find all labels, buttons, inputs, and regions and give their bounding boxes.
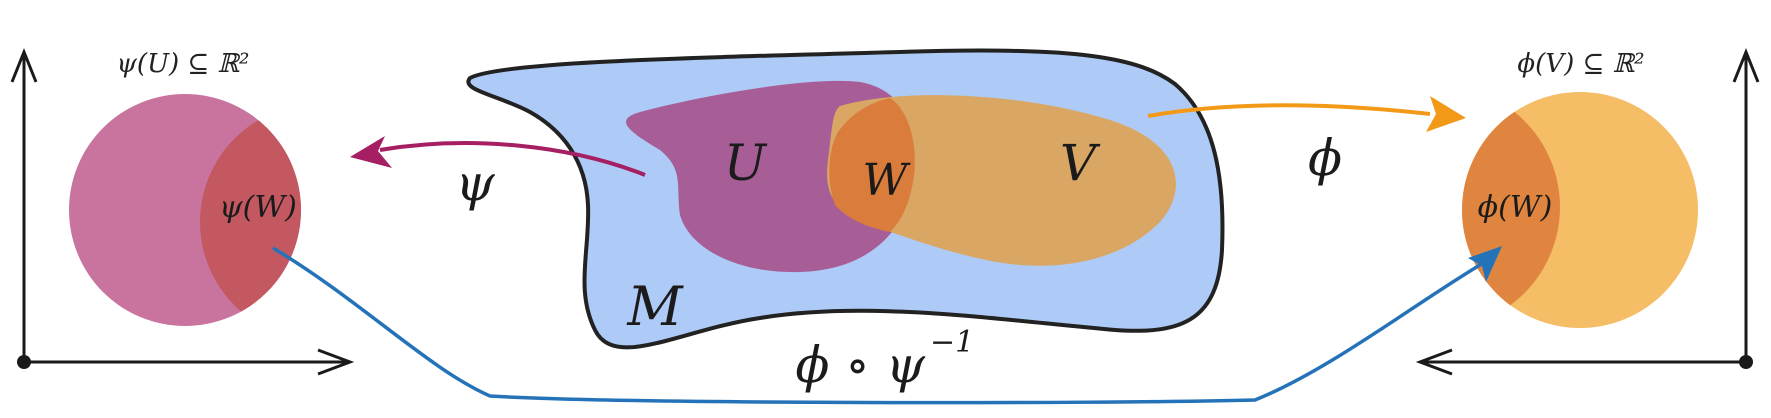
set-u-label: U: [724, 134, 768, 192]
arrow-psi-head: [350, 136, 392, 168]
left-chart-region-label: ψ(W): [219, 190, 297, 225]
chart-right: [1462, 92, 1698, 328]
psi-label: ψ: [455, 154, 495, 212]
chart-right-overlap-region: [1462, 92, 1560, 328]
set-w-region: [829, 98, 915, 232]
chart-left-overlap-region: [200, 104, 301, 326]
transition-label-main: ϕ ∘ ψ: [795, 336, 925, 394]
left-x-arrowhead: [317, 348, 355, 376]
arrow-phi: [1147, 96, 1466, 132]
left-y-arrowhead: [10, 47, 38, 83]
arrow-transition-head: [1468, 246, 1502, 282]
manifold-label: M: [626, 275, 684, 338]
right-y-arrowhead: [1732, 47, 1760, 83]
right-origin-dot: [1739, 355, 1753, 369]
right-chart-title: ϕ(V) ⊆ ℝ²: [1517, 49, 1644, 79]
arrow-psi: [350, 136, 646, 177]
set-v-label: V: [1060, 134, 1101, 192]
right-x-arrowhead: [1415, 348, 1453, 376]
chart-left: [69, 94, 301, 326]
transition-label-exponent: −1: [930, 325, 974, 360]
left-axes: [10, 47, 355, 376]
arrow-phi-head: [1426, 96, 1466, 132]
arrow-transition: [272, 246, 1502, 405]
arrow-phi-shaft: [1147, 103, 1431, 118]
right-axes: [1415, 47, 1760, 376]
phi-label: ϕ: [1308, 129, 1342, 187]
set-w-label: W: [862, 155, 911, 206]
left-chart-title: ψ(U) ⊆ ℝ²: [117, 49, 250, 79]
arrow-transition-shaft: [272, 246, 1486, 405]
transition-label: ϕ ∘ ψ −1: [795, 325, 974, 394]
arrow-psi-shaft: [379, 141, 646, 177]
right-chart-region-label: ϕ(W): [1478, 190, 1553, 225]
set-v-region: [827, 95, 1176, 266]
left-origin-dot: [17, 355, 31, 369]
